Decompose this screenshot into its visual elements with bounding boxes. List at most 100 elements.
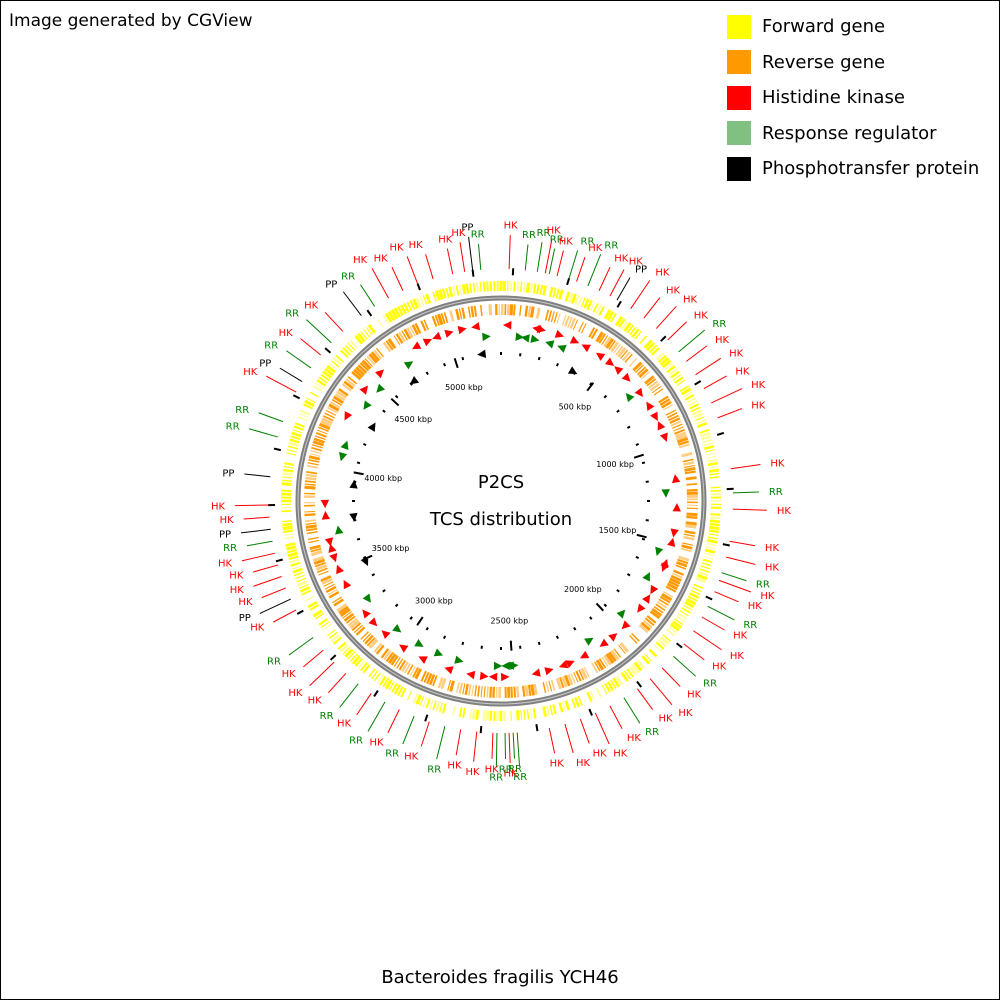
hk-callout-line [261,587,287,599]
rr-marker [661,489,670,498]
reverse-gene [431,315,438,327]
hk-marker [579,650,590,659]
rr-label: RR [471,230,485,241]
hk-marker [399,644,409,653]
reverse-gene [409,665,416,677]
reverse-gene [628,357,638,367]
forward-gene [699,428,710,434]
legend-swatch [727,14,751,39]
reverse-gene [320,575,332,583]
reverse-gene [353,368,364,379]
forward-gene [564,291,571,302]
hk-marker [422,338,433,347]
forward-gene [618,318,626,328]
reverse-gene [304,510,316,513]
rr-callout-line [360,284,376,307]
reverse-gene [527,684,532,696]
hk-label: HK [659,713,674,724]
reverse-gene [629,635,638,644]
forward-gene [659,636,670,646]
forward-gene [620,671,629,682]
hk-label: HK [485,764,500,775]
rr-marker [557,345,567,353]
forward-gene [610,679,617,689]
forward-gene [666,629,676,637]
reverse-gene [662,404,674,411]
forward-gene [373,672,381,682]
reverse-gene [544,309,550,321]
hk-callout-line [718,579,752,593]
reverse-gene [477,685,481,697]
hk-callout-line [420,721,430,747]
reverse-gene [336,603,348,612]
hk-marker [381,630,391,639]
forward-gene [300,409,311,416]
forward-gene [615,675,624,686]
reverse-gene [414,322,422,334]
forward-gene [367,324,377,334]
reverse-gene [684,467,696,472]
hk-marker [581,344,591,353]
hk-callout-line [455,729,462,756]
reverse-gene [412,667,419,678]
hk-label: HK [678,708,693,719]
forward-gene [288,441,299,448]
forward-gene [595,687,602,698]
forward-gene [349,653,358,662]
rr-marker [584,637,594,646]
forward-gene [331,360,340,368]
forward-gene [570,293,577,304]
forward-gene [432,700,437,711]
forward-gene [469,708,473,719]
hk-label: HK [576,758,591,769]
forward-gene [633,661,643,672]
reverse-gene [575,670,582,682]
reverse-gene [364,358,373,367]
hk-marker [375,369,385,379]
hk-callout-line [730,464,761,470]
forward-gene [322,370,332,379]
forward-gene [628,666,638,676]
forward-gene [604,682,611,693]
minor-tick [537,641,541,646]
reverse-gene [366,637,376,647]
forward-gene [284,462,295,466]
reverse-gene [601,656,609,667]
reverse-gene [345,615,356,624]
rr-marker [363,400,372,410]
hk-marker [344,411,353,421]
forward-gene [354,334,364,345]
forward-gene [548,286,554,298]
outer-tick [636,680,643,688]
forward-gene [532,708,537,719]
forward-gene [335,354,345,363]
hk-callout-line [508,235,511,270]
minor-tick [394,394,399,399]
rr-marker [530,334,540,343]
reverse-gene [535,307,541,319]
outer-tick [366,309,373,317]
reverse-gene [383,650,392,661]
reverse-gene [306,527,318,532]
reverse-gene [314,435,326,441]
reverse-gene [351,622,362,632]
rr-label: RR [513,772,527,783]
outer-tick [471,269,475,277]
reverse-gene [489,686,493,698]
major-tick [353,471,364,476]
legend-swatch [727,85,751,110]
rr-callout-line [548,248,556,275]
rr-label: RR [645,727,659,738]
forward-gene [589,690,596,701]
forward-gene [710,513,721,516]
forward-gene [574,697,580,708]
forward-gene [349,340,358,349]
reverse-gene [670,574,682,582]
tick-label: 5000 kbp [445,383,483,392]
reverse-gene [328,403,340,412]
pp-callout-line [259,598,291,614]
forward-gene [337,641,347,650]
rr-label: RR [489,772,503,783]
hk-callout-line [714,591,739,603]
